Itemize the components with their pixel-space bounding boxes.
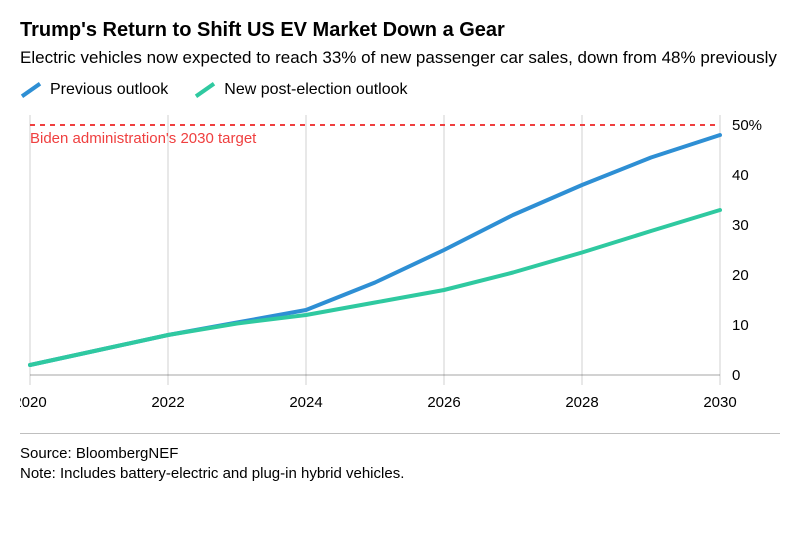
- x-tick-label: 2026: [427, 394, 460, 411]
- y-tick-label: 20: [732, 267, 749, 284]
- y-tick-label: 10: [732, 317, 749, 334]
- x-tick-label: 2028: [565, 394, 598, 411]
- legend-item-previous: Previous outlook: [20, 81, 168, 99]
- series-line: [30, 210, 720, 365]
- chart-subtitle: Electric vehicles now expected to reach …: [20, 47, 780, 69]
- line-chart: Biden administration's 2030 target202020…: [20, 105, 780, 425]
- legend-label-new: New post-election outlook: [224, 81, 407, 99]
- x-tick-label: 2022: [151, 394, 184, 411]
- footer: Source: BloombergNEF Note: Includes batt…: [20, 444, 780, 485]
- y-tick-label: 0: [732, 367, 740, 384]
- legend-swatch-new: [195, 82, 215, 98]
- series-line: [30, 135, 720, 365]
- y-tick-label: 40: [732, 167, 749, 184]
- chart-title: Trump's Return to Shift US EV Market Dow…: [20, 18, 780, 43]
- x-tick-label: 2030: [703, 394, 736, 411]
- y-tick-label: 50%: [732, 117, 762, 134]
- chart-area: Biden administration's 2030 target202020…: [20, 105, 780, 425]
- x-tick-label: 2020: [20, 394, 47, 411]
- legend: Previous outlook New post-election outlo…: [20, 81, 780, 99]
- y-tick-label: 30: [732, 217, 749, 234]
- x-tick-label: 2024: [289, 394, 322, 411]
- legend-item-new: New post-election outlook: [194, 81, 407, 99]
- legend-label-previous: Previous outlook: [50, 81, 168, 99]
- footer-divider: [20, 433, 780, 434]
- source-text: Source: BloombergNEF: [20, 444, 780, 464]
- legend-swatch-previous: [21, 82, 41, 98]
- note-text: Note: Includes battery-electric and plug…: [20, 464, 780, 484]
- target-line-label: Biden administration's 2030 target: [30, 130, 257, 147]
